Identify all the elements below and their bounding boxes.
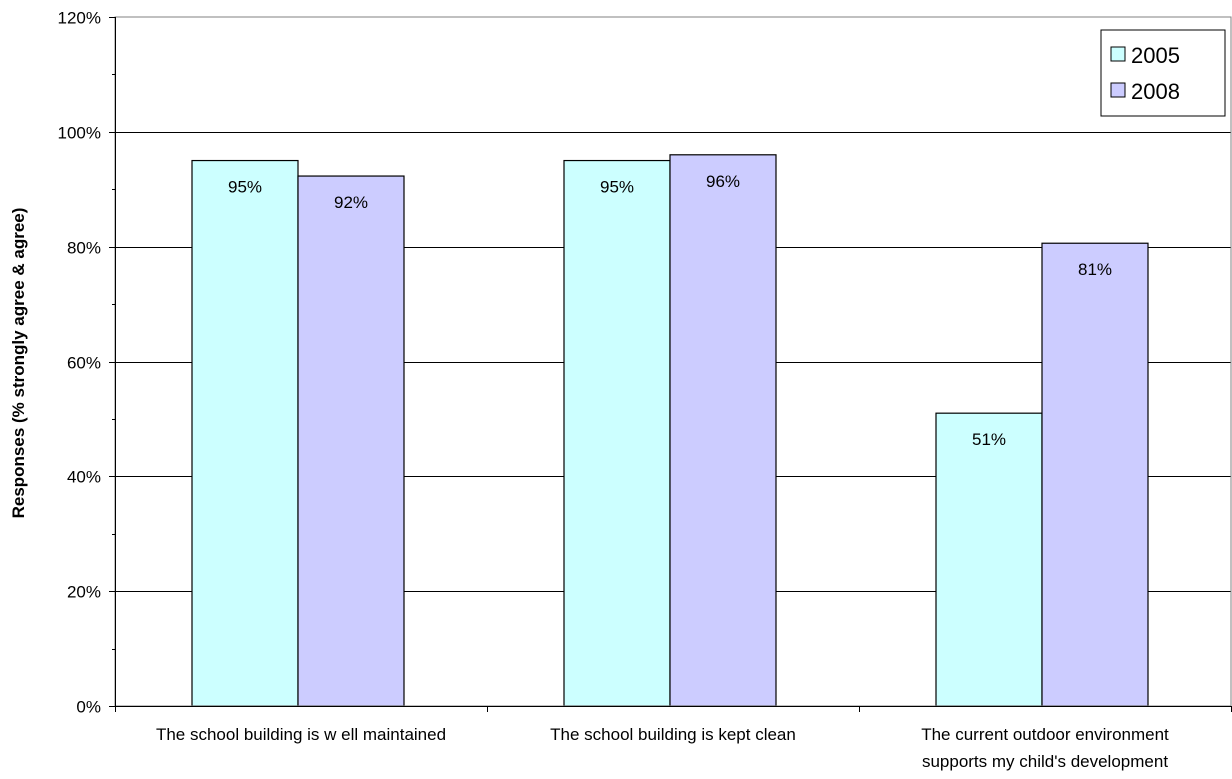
legend-swatch-2005 (1110, 46, 1126, 62)
data-label: 95% (600, 178, 634, 197)
y-tick-label: 80% (67, 239, 101, 258)
y-tick-label: 120% (58, 9, 101, 28)
data-labels: 95% 92% 95% 96% 51% 81% (228, 172, 1112, 449)
category-label: The school building is w ell maintained (156, 725, 446, 744)
data-label: 81% (1078, 260, 1112, 279)
y-axis-label: Responses (% strongly agree & agree) (9, 208, 28, 519)
category-labels: The school building is w ell maintained T… (156, 725, 1169, 771)
y-tick-label: 40% (67, 468, 101, 487)
bar-2005-1 (563, 159, 671, 707)
data-label: 96% (706, 172, 740, 191)
bar-2008-1 (669, 154, 777, 707)
legend-label-2008: 2008 (1131, 79, 1180, 104)
y-tick-labels: 0% 20% 40% 60% 80% 100% 120% (58, 9, 101, 717)
bar-2005-2 (935, 412, 1043, 707)
y-tick-label: 20% (67, 583, 101, 602)
category-label: supports my child's development (922, 752, 1168, 771)
category-label: The current outdoor environment (921, 725, 1169, 744)
data-label: 92% (334, 193, 368, 212)
category-label: The school building is kept clean (550, 725, 796, 744)
bar-2005-0 (191, 159, 299, 707)
bar-2008-2 (1041, 242, 1149, 707)
y-tick-label: 60% (67, 354, 101, 373)
y-tick-label: 0% (76, 698, 101, 717)
legend-label-2005: 2005 (1131, 43, 1180, 68)
legend-swatch-2008 (1110, 82, 1126, 98)
axes (109, 16, 1232, 712)
data-label: 95% (228, 178, 262, 197)
legend: 2005 2008 (1100, 29, 1226, 117)
y-tick-label: 100% (58, 124, 101, 143)
bars (191, 154, 1149, 707)
data-label: 51% (972, 430, 1006, 449)
legend-box (1100, 29, 1226, 117)
bar-2008-0 (297, 175, 405, 707)
